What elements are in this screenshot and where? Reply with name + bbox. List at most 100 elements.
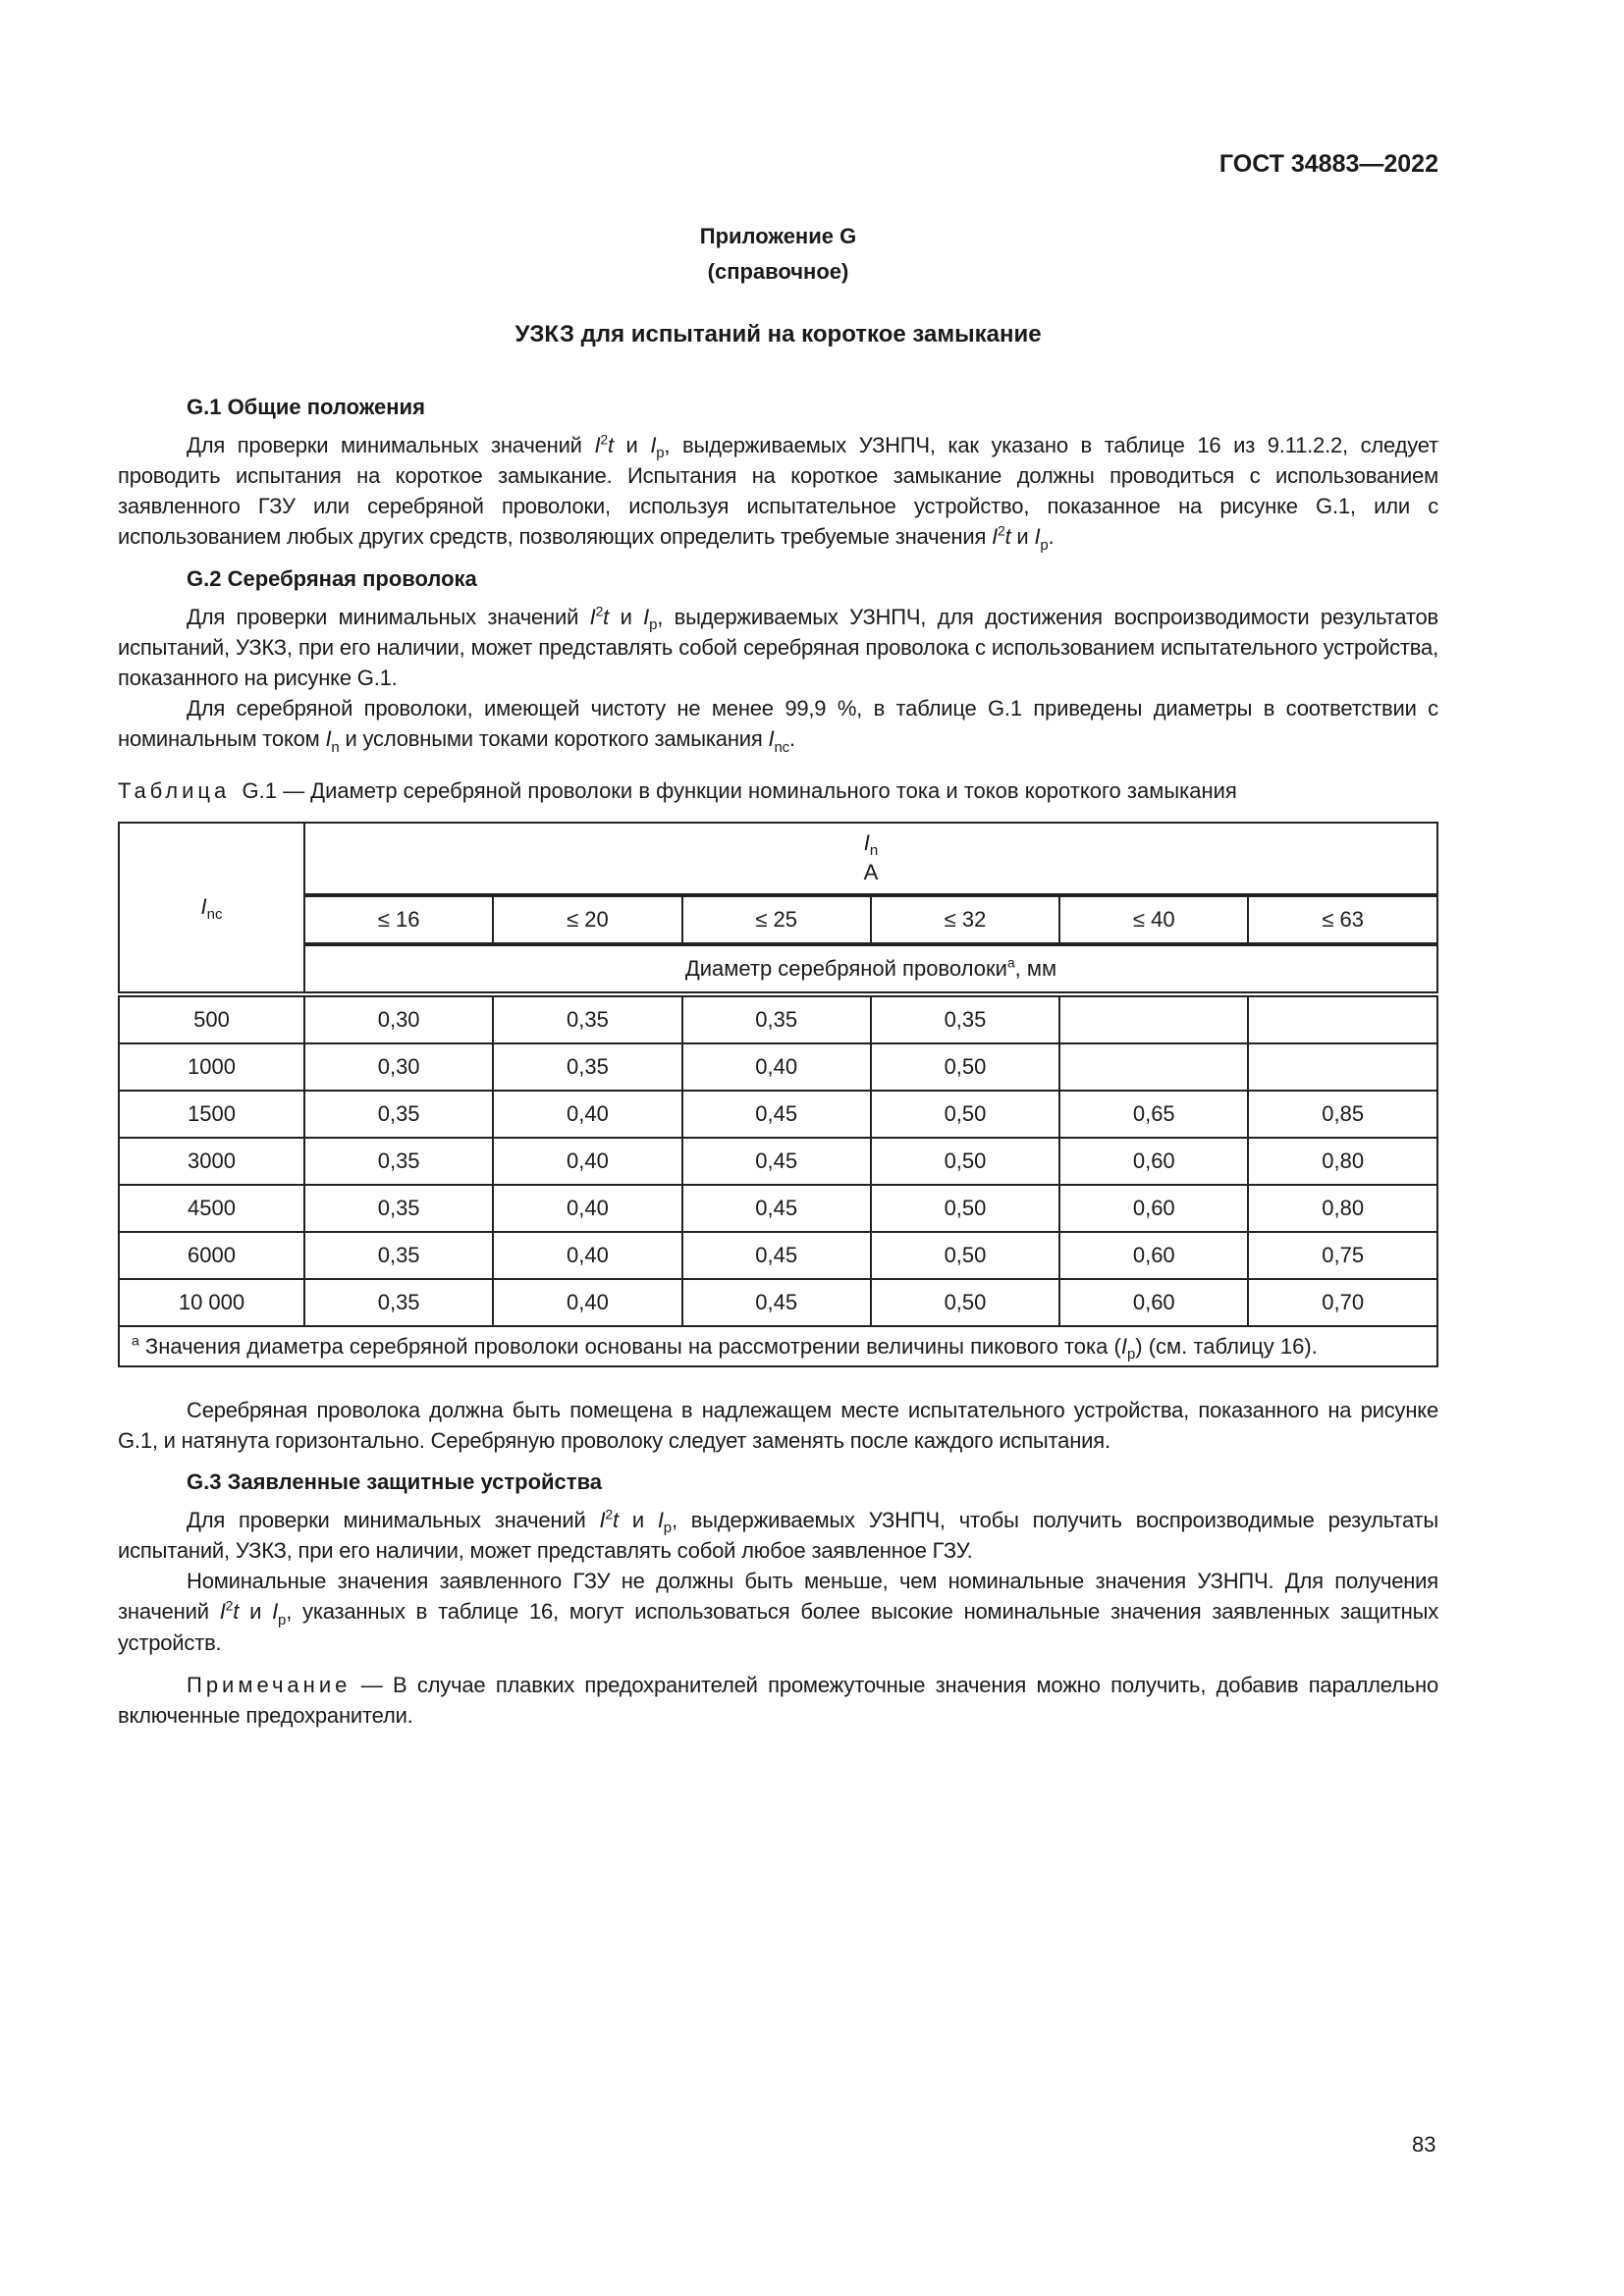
text-segment: I [650,433,657,457]
text-segment: 2 [225,1598,234,1615]
cell-diameter: 0,35 [302,1183,495,1233]
column-group-symbol-line: In [305,828,1436,858]
cell-diameter: 0,45 [680,1277,872,1327]
cell-diameter: 0,35 [302,1230,495,1280]
paragraph: Для серебряной проволоки, имеющей чистот… [118,693,1438,754]
paragraph: Для проверки минимальных значений I2t и … [118,430,1438,553]
text-segment: 2 [998,523,1005,540]
table-row: 10 000 0,35 0,40 0,45 0,50 0,60 0,70 [118,1277,1438,1327]
text-segment: p [649,616,658,634]
text-segment: 2 [595,603,604,619]
text-segment: Значения диаметра серебряной проволоки о… [138,1333,1121,1359]
paragraph: Серебряная проволока должна быть помещен… [118,1395,1438,1456]
cell-diameter: 0,50 [869,1183,1061,1233]
note: Примечание — В случае плавких предохрани… [118,1670,1438,1731]
column-header: ≤ 20 [492,892,683,945]
caption-text: G.1 — Диаметр серебряной проволоки в фун… [242,777,1237,803]
cell-diameter: 0,40 [492,1136,683,1186]
row-header-sub: nc [206,906,223,924]
section-heading-g1: G.1 Общие положения [187,395,425,419]
cell-diameter: 0,60 [1058,1183,1250,1233]
subheader-unit: , мм [1014,955,1057,981]
appendix-type: (справочное) [707,259,849,284]
cell-diameter: 0,40 [492,1230,683,1280]
cell-diameter: 0,45 [680,1089,872,1139]
table-caption: Таблица G.1 — Диаметр серебряной проволо… [118,776,1438,806]
data-table: Inc In A ≤ 16 ≤ 20 ≤ 25 ≤ 32 ≤ 40 ≤ 63 Диамет… [118,821,1438,1367]
cell-diameter [1058,1041,1250,1092]
subheader-footnote-mark: a [1006,954,1015,971]
text-segment: , указанных в таблице 16, могут использо… [118,1599,1438,1655]
document-code: ГОСТ 34883—2022 [1218,150,1438,178]
cell-inc: 3000 [118,1136,305,1186]
cell-inc: 10 000 [118,1277,305,1327]
caption-label: Таблица [118,777,231,803]
cell-diameter: 0,60 [1058,1230,1250,1280]
cell-diameter: 0,35 [302,1089,495,1139]
text-segment: и [239,1599,273,1625]
cell-diameter: 0,35 [302,1277,495,1327]
table-footnote: a Значения диаметра серебряной проволоки… [118,1324,1438,1367]
text-segment: p [278,1611,287,1629]
text-segment: 2 [605,1506,613,1522]
text-segment: I [219,1599,226,1625]
cell-diameter: 0,45 [680,1230,872,1280]
document-body: G.1 Общие положения Для проверки минимал… [118,393,1438,1731]
cell-diameter: 0,40 [492,1183,683,1233]
text-segment: Для проверки минимальных значений [187,604,590,629]
appendix-title: УЗКЗ для испытаний на короткое замыкание [514,321,1042,347]
cell-diameter: 0,40 [492,1089,683,1139]
table-row: 6000 0,35 0,40 0,45 0,50 0,60 0,75 [118,1230,1438,1280]
cell-inc: 6000 [118,1230,305,1280]
table-row: 1500 0,35 0,40 0,45 0,50 0,65 0,85 [118,1089,1438,1139]
cell-diameter: 0,50 [869,1277,1061,1327]
cell-diameter: 0,50 [869,1230,1061,1280]
text-segment: Номинальные значения заявленного ГЗУ не … [118,1569,1438,1625]
note-text: — В случае плавких предохранителей проме… [118,1672,1438,1728]
text-segment: I [589,604,596,629]
cell-diameter: 0,45 [680,1136,872,1186]
cell-diameter: 0,80 [1247,1183,1438,1233]
cell-diameter: 0,85 [1247,1089,1438,1139]
cell-diameter: 0,50 [869,1136,1061,1186]
text-segment: , выдерживаемых УЗНПЧ, как указано в таб… [118,433,1438,550]
column-header-row: ≤ 16 ≤ 20 ≤ 25 ≤ 32 ≤ 40 ≤ 63 [119,892,1438,945]
subheader-text: Диаметр серебряной проволоки [684,955,1007,981]
text-segment: , выдерживаемых УЗНПЧ, для достижения во… [118,604,1438,691]
column-group-in: In A [303,821,1438,896]
column-header: ≤ 63 [1247,892,1438,945]
text-segment: I [657,1507,664,1532]
text-segment: nc [774,738,789,756]
section-heading-g2: G.2 Серебряная проволока [187,565,477,591]
text-segment: и [609,604,644,629]
cell-diameter: 0,30 [302,1041,495,1092]
cell-diameter: 0,75 [1247,1230,1438,1280]
paragraph: Для проверки минимальных значений I2t и … [118,1505,1438,1566]
text-segment: Для проверки минимальных значений [187,433,595,457]
page-number: 83 [1412,2132,1436,2157]
text-segment: I [599,1507,606,1532]
cell-diameter: 0,70 [1247,1277,1438,1327]
text-segment: t [603,604,610,629]
cell-diameter: 0,65 [1058,1089,1250,1139]
table-row: 3000 0,35 0,40 0,45 0,50 0,60 0,80 [118,1136,1438,1186]
cell-diameter [1247,1041,1438,1092]
cell-diameter [1058,990,1250,1044]
column-header: ≤ 40 [1058,892,1250,945]
cell-diameter: 0,35 [492,990,683,1044]
cell-diameter: 0,50 [869,1041,1061,1092]
text-segment: I [992,524,998,550]
column-header: ≤ 25 [680,892,872,945]
text-segment: I [325,726,332,752]
text-segment: p [663,1520,672,1537]
text-segment: и [1010,524,1035,550]
text-segment: , выдерживаемых УЗНПЧ, чтобы получить во… [118,1507,1438,1564]
text-segment: Для серебряной проволоки, имеющей чистот… [118,696,1438,752]
text-segment: p [1040,536,1049,554]
cell-inc: 1000 [118,1041,305,1092]
row-header-inc: Inc [118,821,305,995]
text-segment: и [618,1507,658,1532]
column-group-sub: n [869,842,879,860]
paragraph: Номинальные значения заявленного ГЗУ не … [118,1566,1438,1657]
text-segment: I [1120,1333,1127,1359]
